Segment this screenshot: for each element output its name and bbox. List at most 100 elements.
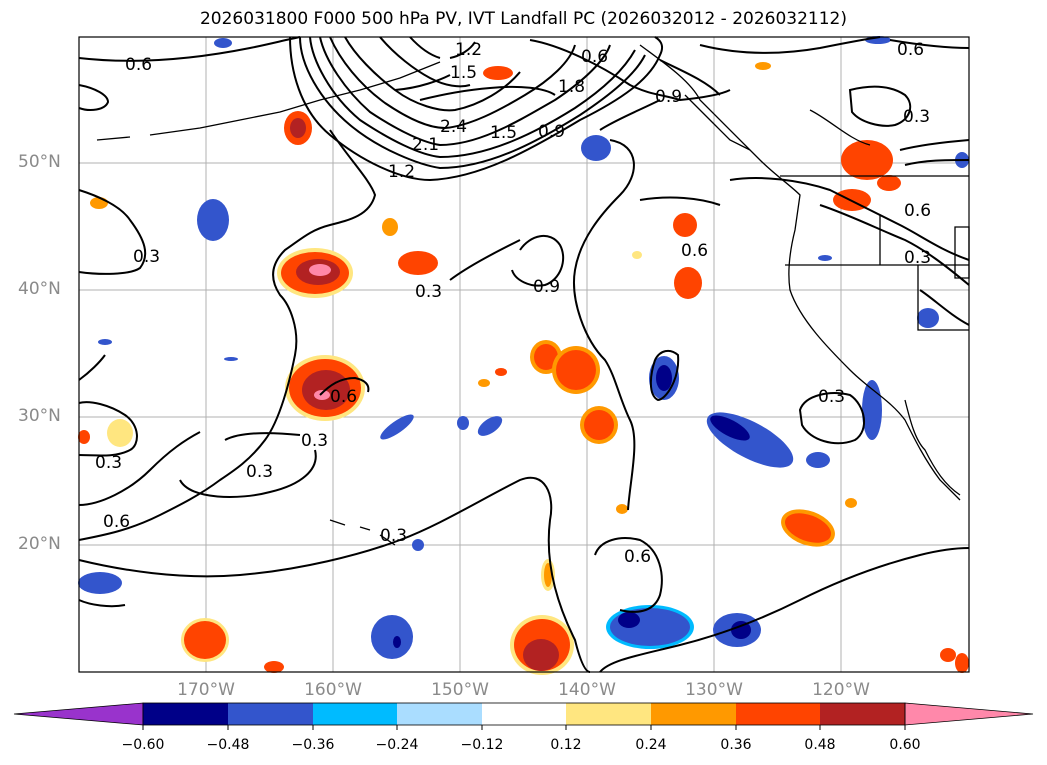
contour-label: 0.9 — [538, 122, 565, 142]
pv-blob — [581, 135, 611, 161]
contour-label: 0.3 — [903, 107, 930, 127]
pv-blob — [674, 267, 702, 299]
contour-label: 1.5 — [450, 63, 477, 83]
contour-label: 0.6 — [681, 241, 708, 261]
pv-blob — [544, 563, 552, 587]
lon-tick-label: 130°W — [685, 680, 743, 700]
pv-blob — [785, 513, 831, 543]
contour-label: 0.6 — [897, 40, 924, 60]
pv-blob — [412, 539, 424, 551]
pv-blob — [290, 118, 306, 138]
pv-blob — [862, 380, 882, 440]
colorbar-extend-low — [13, 702, 144, 726]
contour-label: 0.6 — [624, 547, 651, 567]
pv-blob — [673, 213, 697, 237]
colorbar-bin — [482, 703, 566, 725]
colorbar — [13, 702, 1034, 730]
pv-blob — [398, 251, 438, 275]
pv-blob — [618, 612, 640, 628]
contour-label: 0.3 — [818, 387, 845, 407]
pv-blob — [90, 197, 108, 209]
pv-blob — [78, 572, 122, 594]
lon-tick-label: 140°W — [558, 680, 616, 700]
colorbar-tick-label: −0.48 — [206, 737, 250, 753]
colorbar-bin — [313, 703, 397, 725]
pv-blob — [184, 621, 226, 659]
colorbar-tick-label: 0.24 — [635, 737, 667, 753]
pv-blob — [710, 415, 750, 441]
map-border — [78, 36, 970, 673]
lon-tick-label: 160°W — [304, 680, 362, 700]
pv-blob — [483, 66, 513, 80]
pv-blob — [264, 661, 284, 673]
colorbar-tick-label: −0.60 — [121, 737, 165, 753]
contour-label: 1.2 — [388, 162, 415, 182]
lat-tick-label: 20°N — [18, 534, 61, 554]
pv-positive-anomalies — [78, 62, 969, 675]
colorbar-tick-label: −0.24 — [375, 737, 419, 753]
pv-blob — [214, 38, 232, 48]
pv-blob — [393, 636, 401, 648]
contour-label: 0.3 — [133, 247, 160, 267]
colorbar-bin — [736, 703, 820, 725]
lon-tick-label: 120°W — [812, 680, 870, 700]
pv-blob — [224, 357, 238, 361]
contour-label: 0.6 — [904, 201, 931, 221]
pv-blob — [534, 344, 558, 370]
colorbar-bin — [566, 703, 651, 725]
pv-blob — [107, 419, 133, 447]
pv-blob — [477, 416, 503, 436]
contour-label: 1.8 — [558, 77, 585, 97]
pv-blob — [841, 140, 893, 180]
colorbar-extend-high — [904, 702, 1034, 726]
contour-label: 0.6 — [330, 387, 357, 407]
pv-blob — [523, 639, 559, 671]
pv-blob — [371, 615, 413, 659]
lon-tick-label: 150°W — [431, 680, 489, 700]
pv-blob — [584, 410, 614, 440]
pv-blob — [314, 390, 330, 400]
contour-label: 0.3 — [415, 282, 442, 302]
pv-blob — [755, 62, 771, 70]
contour-label: 1.5 — [490, 123, 517, 143]
pv-blob — [197, 199, 229, 241]
pv-blob — [845, 498, 857, 508]
pv-blob — [955, 653, 969, 673]
colorbar-bin — [820, 703, 905, 725]
colorbar-tick-label: −0.12 — [460, 737, 504, 753]
contour-label: 0.3 — [380, 526, 407, 546]
contour-label: 0.9 — [533, 277, 560, 297]
pv-blob — [818, 255, 832, 261]
pv-blob — [382, 218, 398, 236]
colorbar-bin — [397, 703, 482, 725]
contour-label: 0.3 — [301, 431, 328, 451]
pv-blob — [610, 608, 690, 646]
contour-label: 0.3 — [95, 453, 122, 473]
colorbar-tick-label: 0.36 — [720, 737, 752, 753]
contour-label: 0.6 — [103, 512, 130, 532]
colorbar-tick-label: 0.60 — [889, 737, 921, 753]
pv-blob — [495, 368, 507, 376]
pv-blob — [632, 251, 642, 259]
pv-blob — [616, 504, 628, 514]
pv-blob — [380, 414, 414, 440]
contour-label: 2.4 — [440, 117, 467, 137]
lon-tick-label: 170°W — [177, 680, 235, 700]
colorbar-bin — [228, 703, 313, 725]
colorbar-bin — [143, 703, 228, 725]
contour-label: 1.2 — [455, 40, 482, 60]
contour-label: 0.3 — [246, 462, 273, 482]
pv-blob — [806, 452, 830, 468]
pv-blob — [877, 175, 901, 191]
pv-negative-anomalies — [78, 36, 969, 659]
contour-label: 0.6 — [581, 47, 608, 67]
map-title: 2026031800 F000 500 hPa PV, IVT Landfall… — [199, 9, 847, 29]
lat-tick-label: 30°N — [18, 406, 61, 426]
colorbar-tick-label: −0.36 — [291, 737, 335, 753]
pv-contours — [78, 36, 970, 673]
pv-blob — [731, 621, 751, 639]
pv-blob — [457, 416, 469, 430]
contour-label: 0.9 — [655, 87, 682, 107]
map-panel — [79, 37, 969, 672]
